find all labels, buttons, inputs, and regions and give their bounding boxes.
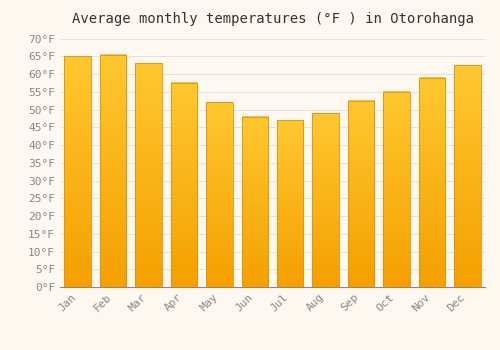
Bar xyxy=(418,78,445,287)
Bar xyxy=(206,103,233,287)
Bar xyxy=(312,113,339,287)
Bar xyxy=(348,101,374,287)
Bar xyxy=(277,120,303,287)
Bar xyxy=(454,65,480,287)
Bar xyxy=(136,63,162,287)
Bar xyxy=(170,83,197,287)
Bar xyxy=(64,56,91,287)
Title: Average monthly temperatures (°F ) in Otorohanga: Average monthly temperatures (°F ) in Ot… xyxy=(72,12,473,26)
Bar xyxy=(100,55,126,287)
Bar xyxy=(383,92,409,287)
Bar xyxy=(242,117,268,287)
